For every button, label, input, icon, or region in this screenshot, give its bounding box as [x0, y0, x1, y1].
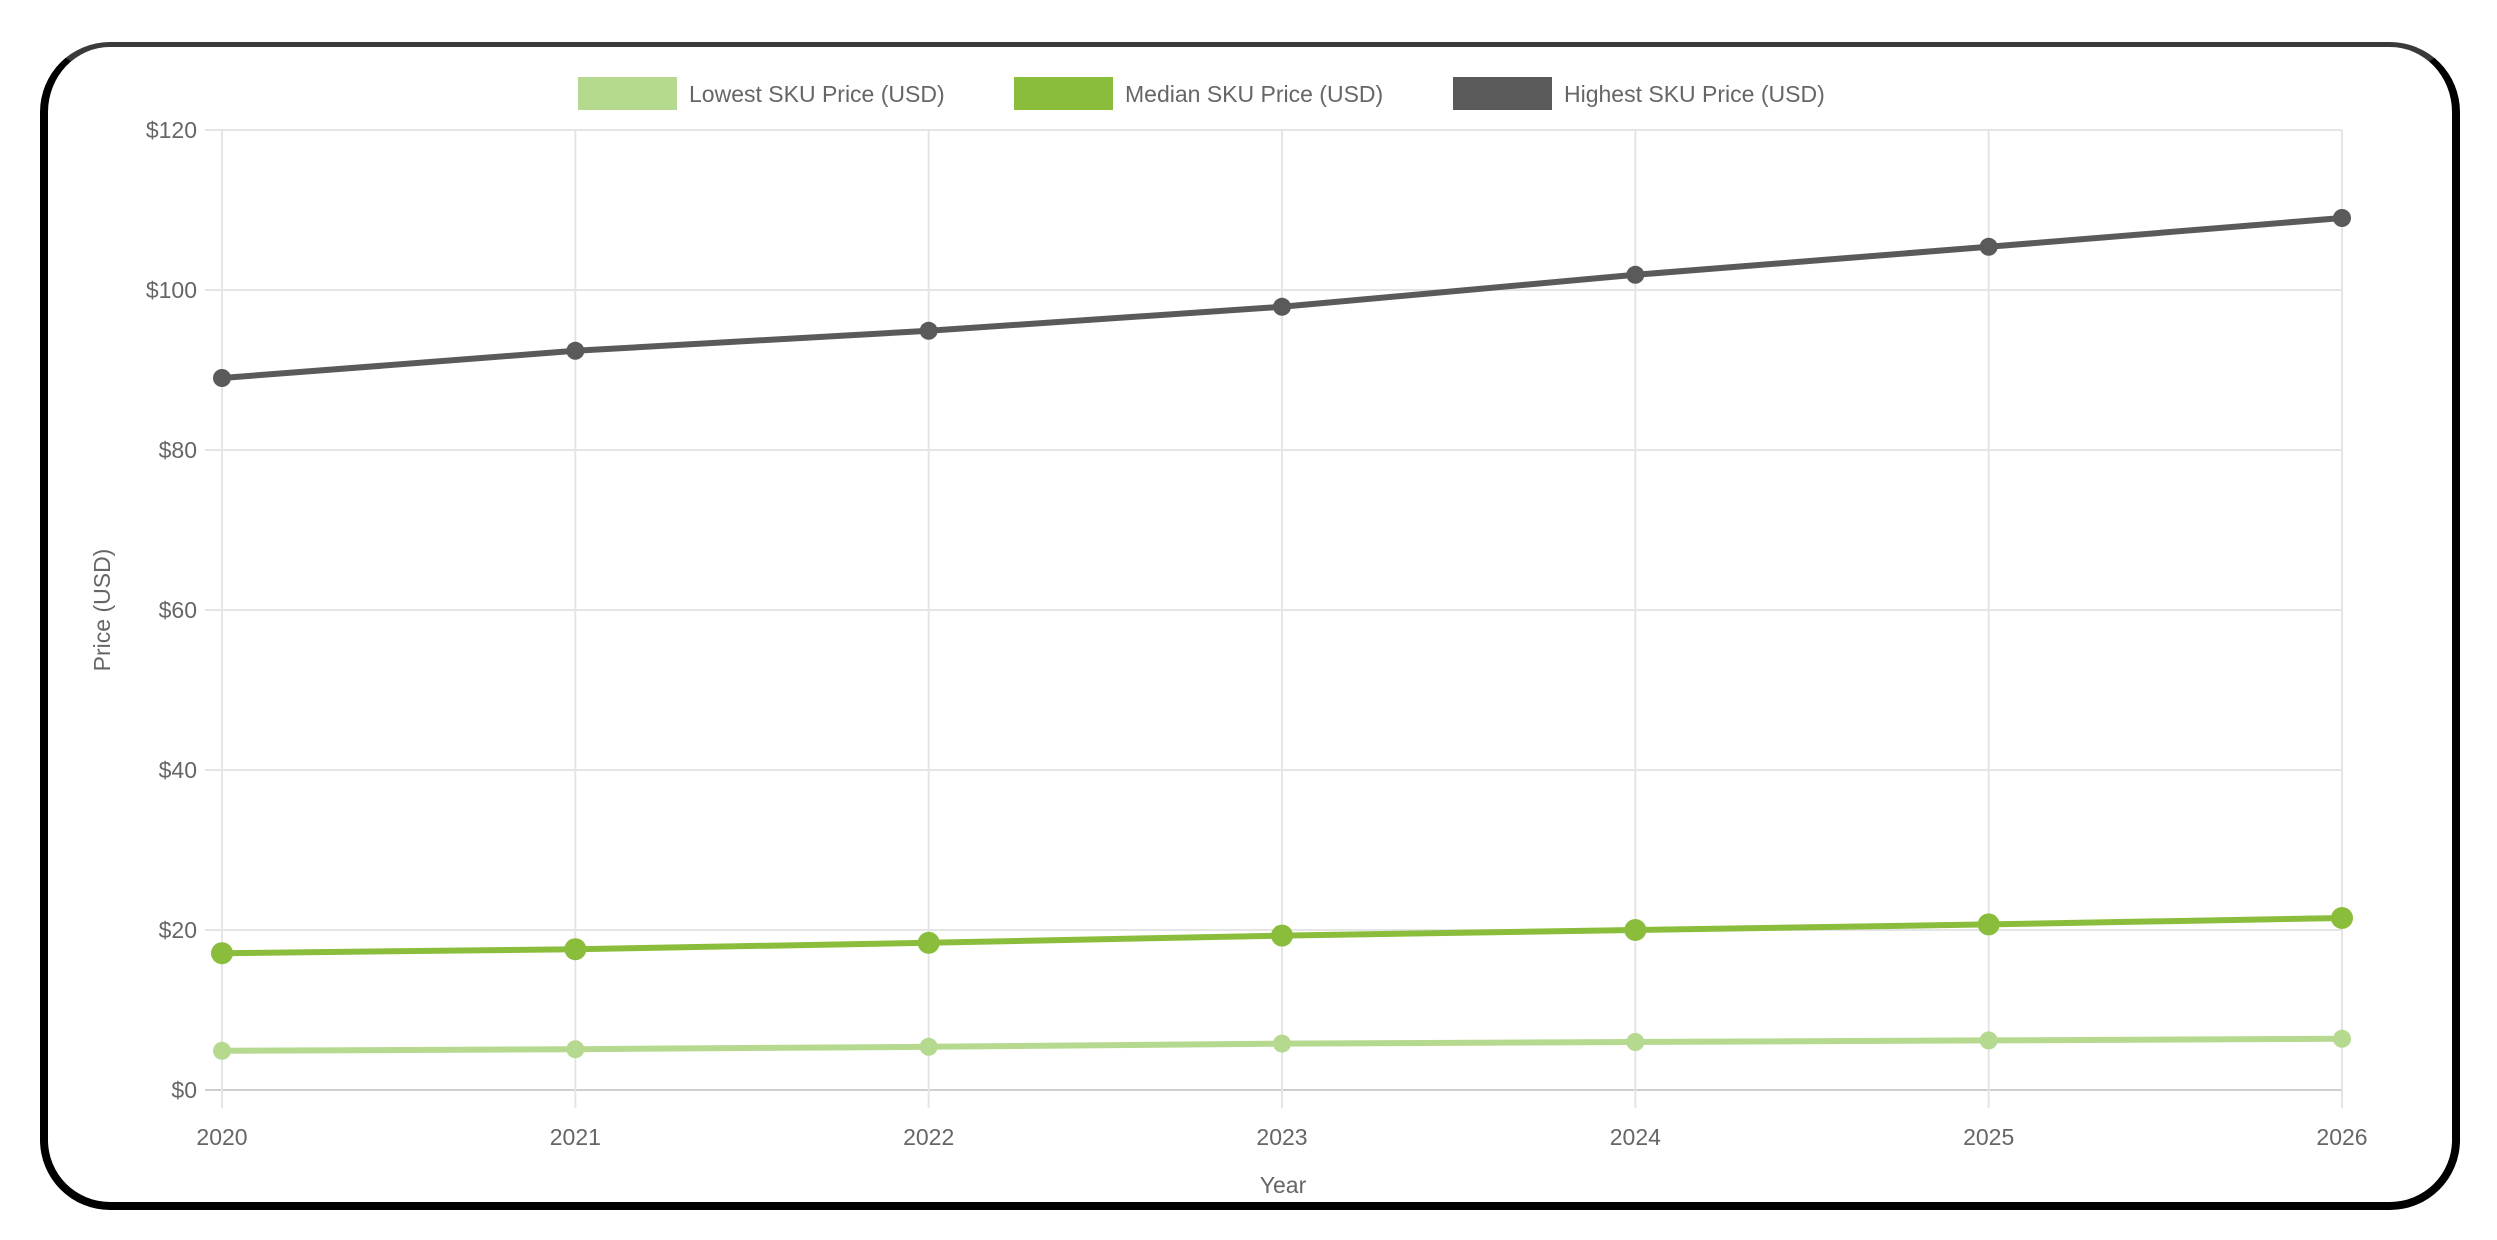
x-tick-label: 2023 [1256, 1124, 1307, 1150]
data-point[interactable] [1626, 1033, 1645, 1051]
legend-item[interactable]: Lowest SKU Price (USD) [578, 77, 945, 110]
data-point[interactable] [213, 369, 231, 387]
data-point[interactable] [1979, 237, 1998, 256]
data-point[interactable] [564, 938, 587, 961]
data-point[interactable] [917, 931, 940, 954]
x-tick-label: 2025 [1963, 1124, 2014, 1150]
y-tick-label: $120 [146, 117, 197, 143]
y-axis-ticks: $0 $20 $40 $60 $80 $100 $120 [146, 117, 197, 1103]
data-point[interactable] [919, 1037, 938, 1056]
data-point[interactable] [1977, 913, 2000, 936]
legend-item[interactable]: Median SKU Price (USD) [1014, 77, 1383, 110]
data-point[interactable] [919, 321, 938, 340]
legend-label: Highest SKU Price (USD) [1564, 81, 1825, 107]
data-point[interactable] [1271, 924, 1293, 947]
y-tick-label: $100 [146, 277, 197, 303]
data-point[interactable] [1979, 1031, 1998, 1050]
legend-label: Median SKU Price (USD) [1125, 81, 1383, 107]
legend-swatch [1453, 77, 1552, 110]
chart-card [40, 42, 2460, 1210]
y-tick-label: $0 [171, 1077, 197, 1103]
x-axis-ticks: 2020 2021 2022 2023 2024 2025 2026 [196, 1124, 2367, 1150]
series-lowest [213, 1029, 2351, 1060]
data-point[interactable] [213, 1041, 231, 1060]
data-point[interactable] [2333, 1029, 2351, 1048]
y-tick-label: $20 [159, 917, 197, 943]
y-axis-title: Price (USD) [89, 549, 115, 672]
x-tick-label: 2022 [903, 1124, 954, 1150]
x-tick-label: 2020 [196, 1124, 247, 1150]
x-tick-label: 2026 [2316, 1124, 2367, 1150]
series-median [211, 907, 2353, 965]
series-highest [213, 209, 2351, 387]
data-point[interactable] [566, 341, 585, 360]
x-tick-label: 2021 [550, 1124, 601, 1150]
data-point[interactable] [2331, 907, 2353, 929]
data-point[interactable] [211, 942, 233, 965]
data-series [211, 209, 2353, 1060]
legend-label: Lowest SKU Price (USD) [689, 81, 945, 107]
legend-item[interactable]: Highest SKU Price (USD) [1453, 77, 1825, 110]
y-tick-label: $60 [159, 597, 197, 623]
legend-swatch [578, 77, 677, 110]
grid-lines [205, 129, 2343, 1108]
data-point[interactable] [1624, 919, 1647, 941]
x-tick-label: 2024 [1610, 1124, 1661, 1150]
data-point[interactable] [1273, 297, 1291, 316]
data-point[interactable] [1273, 1034, 1291, 1053]
x-axis-title: Year [1260, 1172, 1307, 1198]
y-tick-label: $40 [159, 757, 197, 783]
y-tick-label: $80 [159, 437, 197, 463]
legend-swatch [1014, 77, 1113, 110]
data-point[interactable] [566, 1040, 585, 1059]
legend: Lowest SKU Price (USD) Median SKU Price (… [578, 77, 1825, 110]
data-point[interactable] [2333, 209, 2351, 227]
data-point[interactable] [1626, 265, 1645, 284]
